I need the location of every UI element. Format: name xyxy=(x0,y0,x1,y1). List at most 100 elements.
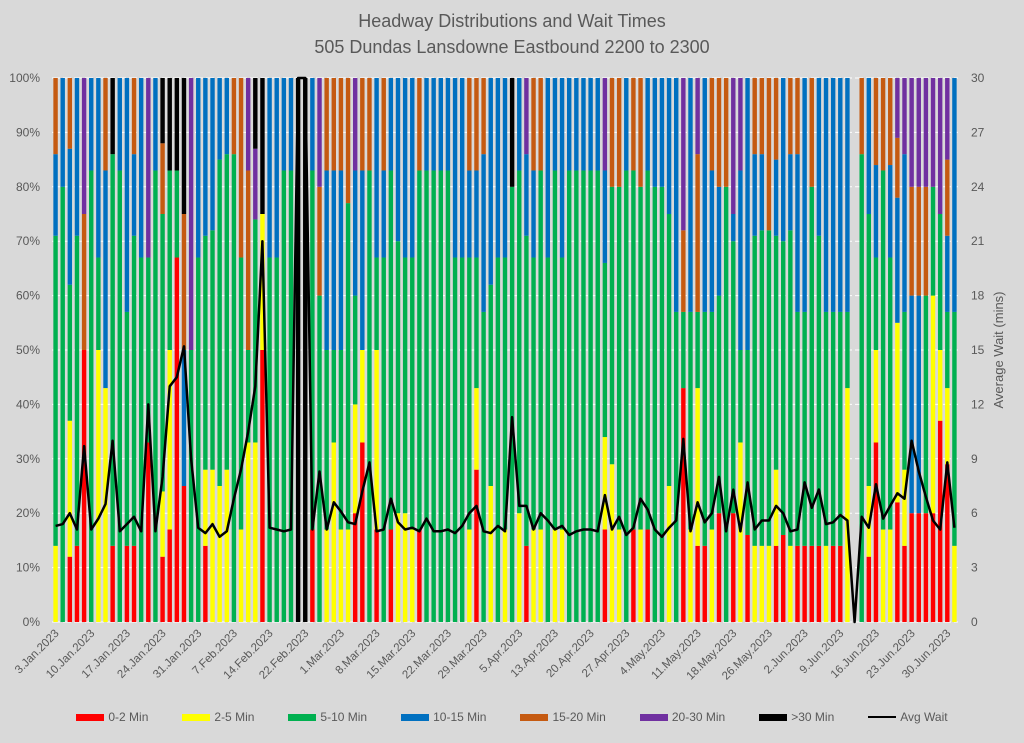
bar-104 xyxy=(795,78,800,622)
bar-10 xyxy=(124,78,130,622)
bar-segment-5-10-min xyxy=(709,311,715,530)
bar-36 xyxy=(310,78,315,622)
bar-117 xyxy=(888,78,893,622)
legend-line-swatch xyxy=(868,716,897,718)
bar-segment-10-15-min xyxy=(281,78,287,171)
bar-segment-5-10-min xyxy=(203,235,208,470)
bar-111 xyxy=(845,78,850,622)
bar-segment-0-2-min xyxy=(816,545,822,622)
bar-segment-10-15-min xyxy=(745,78,750,350)
bar-segment-5-10-min xyxy=(495,257,501,622)
bar-segment-5-10-min xyxy=(402,257,408,514)
bar-segment-5-10-min xyxy=(795,311,800,546)
bar-30 xyxy=(267,78,272,622)
bar-segment-10-15-min xyxy=(124,78,130,312)
bar-segment-0-2-min xyxy=(802,545,807,622)
bar-110 xyxy=(838,78,843,622)
bar-segment-20-30-min xyxy=(909,78,914,187)
bar-118 xyxy=(895,78,900,622)
bar-segment-10-15-min xyxy=(795,154,800,312)
bar-segment-10-15-min xyxy=(210,78,215,231)
bar-segment-5-10-min xyxy=(352,295,358,405)
bar-segment-5-10-min xyxy=(738,350,743,443)
bar-19 xyxy=(188,78,194,622)
bar-segment-15-20-min xyxy=(81,214,87,350)
bar-41 xyxy=(345,78,351,622)
bar-segment-2-5-min xyxy=(945,388,950,465)
bar-segment-2-5-min xyxy=(245,442,251,622)
bar-segment-20-30-min xyxy=(81,78,87,214)
bar-segment-2-5-min xyxy=(531,529,536,622)
bar-segment-10-15-min xyxy=(659,78,665,187)
x-axis: 3.Jan.202310.Jan.202317.Jan.202324.Jan.2… xyxy=(13,628,953,683)
avg-wait-polyline xyxy=(55,76,956,624)
bar-segment-0-2-min xyxy=(474,469,479,622)
bar-segment-2-5-min xyxy=(217,486,222,622)
bar-segment-2-5-min xyxy=(488,486,493,622)
bar-segment-2-5-min xyxy=(902,469,907,546)
bar-segment-10-15-min xyxy=(816,78,822,236)
bar-segment-5-10-min xyxy=(381,257,386,622)
y-tick-label-right: 21 xyxy=(971,234,985,248)
legend-item: Avg Wait xyxy=(868,710,948,724)
bar-segment-5-10-min xyxy=(110,154,115,546)
bar-segment-5-10-min xyxy=(60,186,65,623)
bar-segment-2-5-min xyxy=(616,529,622,622)
y-tick-label-left: 30% xyxy=(16,452,40,466)
bar-segment-10-15-min xyxy=(902,154,907,312)
bar-segment-15-20-min xyxy=(245,170,251,350)
bar-segment-10-15-min xyxy=(459,78,465,258)
bar-segment-2-5-min xyxy=(474,388,479,470)
bar-segment-15-20-min xyxy=(909,186,914,296)
bar-segment-10-15-min xyxy=(288,78,294,171)
bar-43 xyxy=(360,78,365,622)
bar-segment-5-10-min xyxy=(674,311,679,622)
bar-segment-5-10-min xyxy=(438,170,444,623)
bar-81 xyxy=(631,78,636,622)
bar-segment-5-10-min xyxy=(452,257,458,622)
bar-segment-5-10-min xyxy=(659,186,665,623)
bar-segment-5-10-min xyxy=(138,257,144,622)
bar-75 xyxy=(588,78,593,623)
bar-segment-15-20-min xyxy=(474,78,479,171)
bar-segment-2-5-min xyxy=(345,529,351,622)
y-tick-label-left: 90% xyxy=(16,125,40,139)
bar-segment-15-20-min xyxy=(723,78,729,187)
bar-95 xyxy=(731,78,736,622)
bar-21 xyxy=(203,78,208,622)
bar-48 xyxy=(395,78,401,622)
bar-segment-0-2-min xyxy=(631,529,636,622)
bar-4 xyxy=(81,78,87,622)
bar-segment-5-10-min xyxy=(595,170,600,623)
bar-57 xyxy=(459,78,465,622)
bar-segment-5-10-min xyxy=(459,257,465,622)
bar-segment-10-15-min xyxy=(545,78,551,258)
bar-segment-10-15-min xyxy=(203,78,208,236)
bar-segment-5-10-min xyxy=(167,170,172,350)
bar-segment-20-30-min xyxy=(245,78,251,171)
bar-108 xyxy=(823,78,829,622)
bar-segment-0-2-min xyxy=(67,556,73,622)
bar-segment-5-10-min xyxy=(802,311,807,546)
bar-segment-5-10-min xyxy=(830,311,836,546)
bar-80 xyxy=(624,78,629,623)
bar-segment-5-10-min xyxy=(531,257,536,530)
bar-segment-15-20-min xyxy=(695,154,700,312)
bar-segment-20-30-min xyxy=(681,78,686,231)
bar-segment-10-15-min xyxy=(652,78,658,187)
bar-37 xyxy=(317,78,322,622)
bar-segment-15-20-min xyxy=(160,143,165,214)
bar-segment-10-15-min xyxy=(467,170,472,258)
bar-segment-10-15-min xyxy=(103,170,108,389)
bar-segment-20-30-min xyxy=(923,78,929,187)
bar-56 xyxy=(452,78,458,622)
legend-item: 5-10 Min xyxy=(288,710,367,724)
bar-segment-10-15-min xyxy=(374,78,379,258)
bar-segment-5-10-min xyxy=(445,170,451,623)
bar-32 xyxy=(281,78,287,623)
bar-segment-0-2-min xyxy=(146,442,151,622)
bar-segment-15-20-min xyxy=(916,186,921,296)
bar-segment-0-2-min xyxy=(916,513,921,622)
bar-segment-2-5-min xyxy=(331,442,336,622)
bar-segment-15-20-min xyxy=(923,186,929,296)
